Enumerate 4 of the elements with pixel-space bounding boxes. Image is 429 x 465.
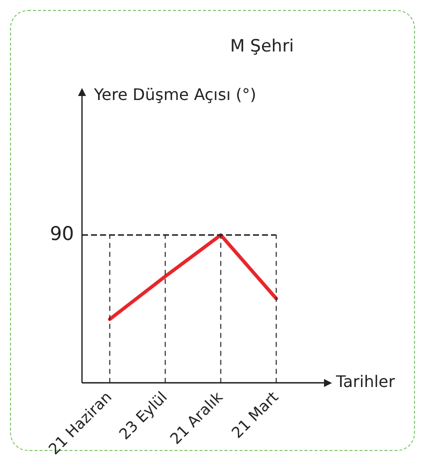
text: 90 xyxy=(50,222,74,245)
text: Yere Düşme Açısı (°) xyxy=(93,85,256,104)
x-axis-title: Tarihler xyxy=(335,372,396,391)
chart-title: M Şehri xyxy=(230,36,294,56)
